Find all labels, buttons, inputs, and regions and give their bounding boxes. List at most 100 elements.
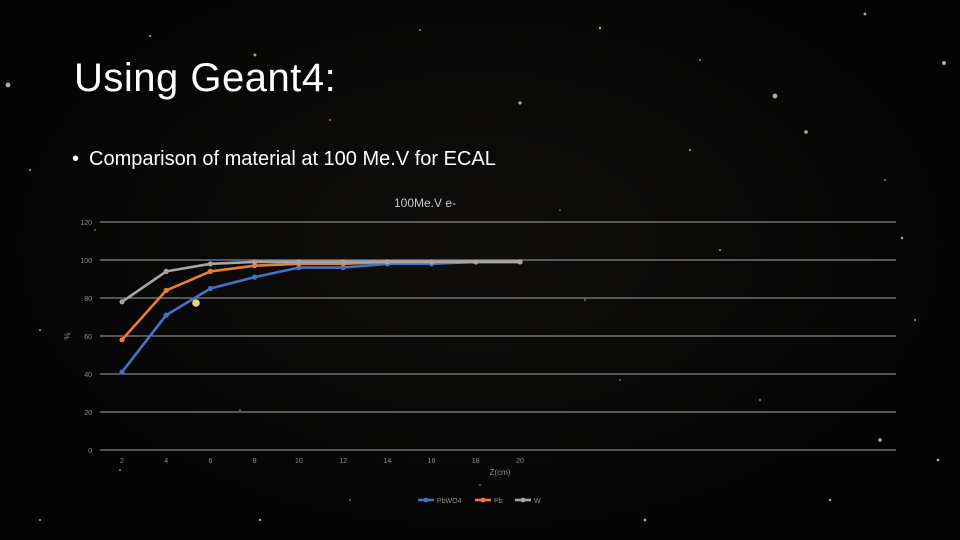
series-line	[121, 260, 520, 341]
data-point	[340, 265, 346, 271]
chart-title: 100Me.V e-	[394, 196, 456, 210]
bullet-text: Comparison of material at 100 Me.V for E…	[89, 148, 496, 170]
y-tick-label: 40	[84, 372, 92, 379]
star	[699, 59, 701, 61]
x-tick-label: 16	[428, 458, 436, 465]
data-point	[207, 285, 214, 292]
star	[828, 498, 832, 502]
star	[804, 130, 808, 134]
x-axis-label: Z(cm)	[490, 468, 511, 477]
y-axis-ticks: 0 20 40 60 80 100 120	[80, 220, 92, 455]
star	[253, 53, 257, 57]
x-tick-label: 14	[383, 458, 391, 465]
star	[936, 458, 940, 462]
star	[29, 169, 31, 171]
x-tick-label: 6	[208, 458, 212, 465]
legend-item-w: W	[515, 497, 541, 505]
star	[39, 519, 41, 521]
star	[643, 518, 647, 522]
star	[419, 29, 421, 31]
legend-marker	[520, 497, 526, 503]
slide-title: Using Geant4:	[74, 56, 337, 100]
data-point	[473, 259, 479, 265]
data-point	[384, 259, 390, 265]
legend-label: W	[534, 498, 541, 505]
x-tick-label: 18	[472, 458, 480, 465]
y-tick-label: 100	[80, 258, 92, 265]
star	[759, 399, 761, 401]
star	[479, 484, 481, 486]
x-axis-ticks: 2 4 6 8 10 12 14 16 18 20	[120, 458, 524, 465]
legend-marker	[423, 497, 429, 503]
star	[119, 469, 121, 471]
data-point	[252, 263, 258, 269]
y-tick-label: 60	[84, 334, 92, 341]
star	[329, 119, 331, 121]
star	[39, 329, 41, 331]
series-w	[119, 259, 523, 305]
x-tick-label: 20	[516, 458, 524, 465]
star	[878, 438, 882, 442]
data-point	[163, 312, 169, 318]
star	[598, 26, 602, 30]
y-tick-label: 0	[88, 448, 92, 455]
bullet-point-icon: •	[72, 148, 80, 170]
star	[239, 409, 241, 411]
star	[719, 249, 721, 251]
data-point	[119, 299, 125, 305]
data-point	[296, 265, 302, 271]
legend-item-pb: Pb	[475, 497, 503, 505]
data-point	[163, 268, 169, 274]
star	[5, 82, 11, 88]
star	[349, 499, 351, 501]
legend-label: PbWO4	[437, 498, 462, 505]
legend: PbWO4 Pb W	[418, 497, 541, 505]
star	[149, 35, 151, 37]
star	[94, 229, 96, 231]
x-tick-label: 4	[164, 458, 168, 465]
gridlines	[100, 221, 896, 451]
y-axis-label: %	[63, 332, 72, 339]
star	[619, 379, 621, 381]
data-point	[119, 337, 125, 343]
x-tick-label: 10	[295, 458, 303, 465]
series-pb	[119, 259, 523, 343]
legend-label: Pb	[494, 498, 503, 505]
star	[863, 12, 867, 16]
star	[884, 179, 886, 181]
star	[914, 319, 916, 321]
data-point	[517, 259, 523, 265]
data-point	[340, 259, 346, 265]
x-tick-label: 2	[120, 458, 124, 465]
data-point	[163, 287, 169, 293]
y-tick-label: 120	[80, 220, 92, 227]
legend-marker	[480, 497, 486, 503]
data-point	[296, 259, 302, 265]
data-point	[252, 274, 258, 280]
data-point	[207, 261, 214, 267]
series-line	[120, 260, 520, 373]
series-lines	[119, 259, 523, 375]
star	[258, 518, 262, 522]
y-tick-label: 80	[84, 296, 92, 303]
star	[772, 93, 778, 99]
star	[518, 101, 522, 105]
data-point	[428, 259, 435, 265]
star	[942, 61, 946, 65]
series-pbwo4	[119, 259, 523, 375]
star	[584, 299, 586, 301]
x-tick-label: 12	[339, 458, 347, 465]
star	[689, 149, 691, 151]
star	[192, 299, 200, 307]
data-point	[119, 369, 125, 375]
legend-item-pbwo4: PbWO4	[418, 497, 462, 505]
x-tick-label: 8	[253, 458, 257, 465]
series-line	[121, 260, 520, 303]
y-tick-label: 20	[84, 410, 92, 417]
star	[900, 236, 904, 240]
data-point	[207, 268, 214, 274]
bullet-item: • Comparison of material at 100 Me.V for …	[72, 148, 496, 171]
